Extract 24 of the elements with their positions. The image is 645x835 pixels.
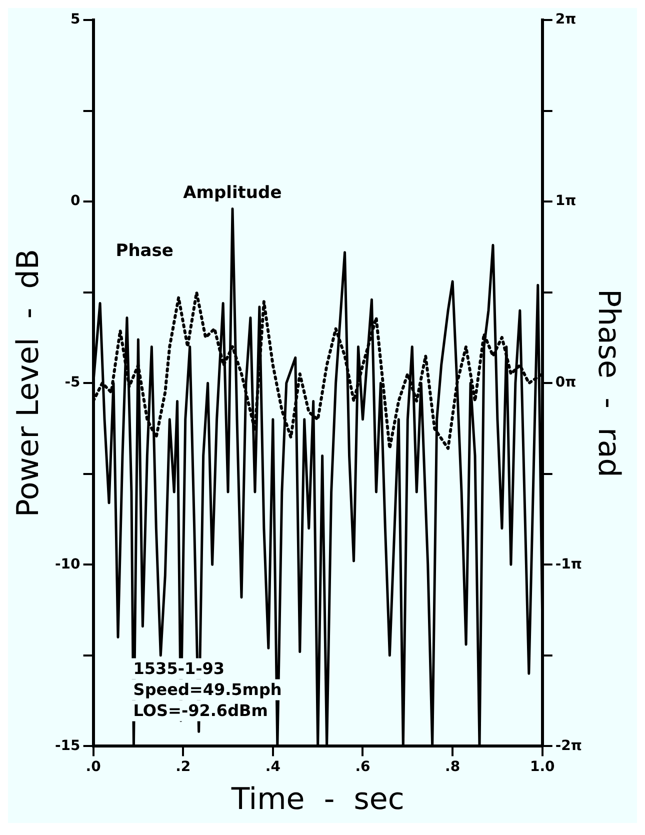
x-tick-label: 1.0 [530, 759, 556, 776]
x-tick-label: .8 [445, 759, 460, 776]
y-tick-label: -15 [54, 738, 80, 754]
y2-tick-label: -2π [555, 738, 582, 754]
y2-tick-label: 1π [555, 193, 576, 210]
y2-tick-label: 2π [555, 12, 576, 28]
text: Phase [116, 241, 174, 262]
y-tick-label: -10 [54, 556, 81, 572]
annotation: Speed=49.5mph [133, 680, 282, 700]
x-tick-label: .0 [86, 759, 102, 776]
annotation: LOS=-92.6dBm [133, 701, 268, 720]
series-label: Amplitude [183, 182, 282, 203]
y-axis-title: Power Level - dB [10, 249, 46, 518]
x-tick-label: .2 [176, 759, 191, 776]
y2-tick-label: 0π [555, 374, 576, 391]
x-axis-title: Time - sec [230, 782, 404, 817]
y2-axis-title: Phase - rad [591, 288, 626, 478]
y-tick-label: -5 [64, 374, 80, 391]
y-tick-label: 0 [70, 193, 81, 210]
annotation: 1535-1-93 [133, 659, 225, 678]
y2-tick-label: -1π [555, 556, 582, 572]
x-tick-label: .6 [355, 759, 370, 776]
x-tick-label: .4 [265, 759, 281, 776]
y-tick-label: 5 [70, 12, 80, 28]
